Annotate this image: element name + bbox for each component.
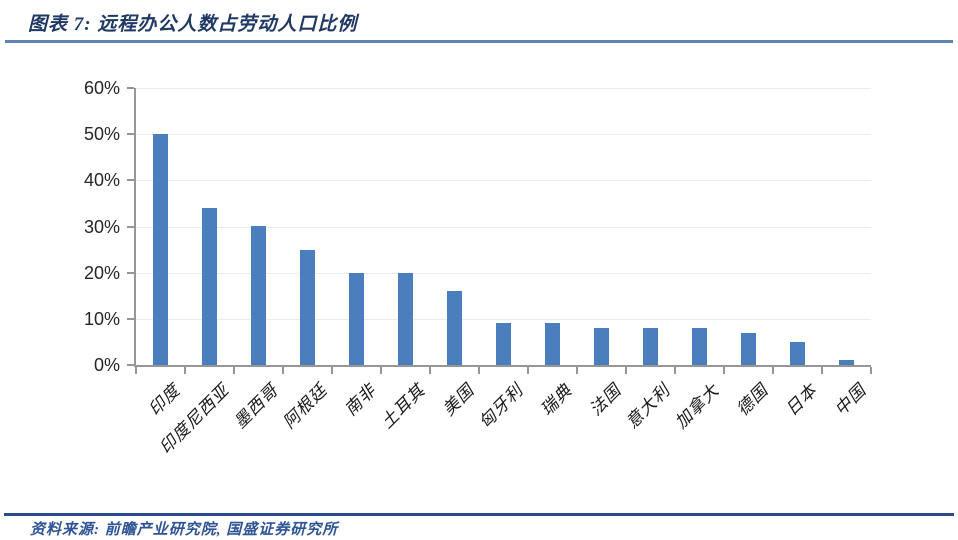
bar-土耳其 bbox=[398, 273, 413, 365]
y-axis-tick bbox=[127, 225, 134, 228]
x-axis-tick bbox=[135, 367, 137, 374]
y-axis-tick bbox=[127, 179, 134, 182]
x-axis-tick bbox=[233, 367, 235, 374]
x-axis-label-德国: 德国 bbox=[732, 380, 772, 420]
y-axis-label: 60% bbox=[83, 78, 120, 98]
bar-加拿大 bbox=[692, 328, 707, 365]
figure-title: 图表 7: 远程办公人数占劳动人口比例 bbox=[28, 14, 358, 35]
x-axis-tick bbox=[723, 367, 725, 374]
bar-中国 bbox=[839, 360, 854, 365]
x-axis-label-中国: 中国 bbox=[830, 380, 870, 420]
gridline-60 bbox=[136, 88, 871, 89]
y-axis-label: 10% bbox=[83, 308, 120, 329]
x-axis-label-意大利: 意大利 bbox=[621, 380, 674, 433]
y-axis-label: 30% bbox=[83, 216, 120, 237]
bar-日本 bbox=[790, 342, 805, 365]
x-axis-label-土耳其: 土耳其 bbox=[376, 380, 429, 433]
x-axis-label-加拿大: 加拿大 bbox=[670, 380, 723, 433]
gridline-50 bbox=[136, 134, 871, 136]
y-axis-tick bbox=[127, 133, 134, 136]
x-axis-label-阿根廷: 阿根廷 bbox=[278, 380, 331, 433]
x-axis-tick bbox=[576, 367, 578, 374]
y-axis-label: 50% bbox=[83, 124, 120, 145]
x-axis-label-日本: 日本 bbox=[781, 380, 821, 420]
x-axis-tick bbox=[478, 367, 480, 374]
x-axis-tick bbox=[380, 367, 382, 374]
gridline-30 bbox=[136, 226, 871, 228]
x-axis-tick bbox=[870, 367, 872, 374]
bar-印度尼西亚 bbox=[202, 208, 217, 365]
source-text: 资料来源: 前瞻产业研究院, 国盛证券研究所 bbox=[30, 522, 339, 538]
x-axis-tick bbox=[184, 367, 186, 374]
footer-divider-line bbox=[4, 513, 954, 516]
y-axis-tick bbox=[127, 87, 134, 89]
x-axis-tick bbox=[331, 367, 333, 374]
bar-德国 bbox=[741, 333, 756, 365]
bar-瑞典 bbox=[545, 323, 560, 365]
bar-美国 bbox=[447, 291, 462, 365]
bar-南非 bbox=[349, 273, 364, 365]
y-axis-label: 20% bbox=[83, 262, 120, 283]
x-axis-tick bbox=[527, 367, 529, 374]
y-axis-tick bbox=[127, 271, 134, 274]
x-axis-tick bbox=[821, 367, 823, 374]
bar-阿根廷 bbox=[300, 250, 315, 365]
bar-印度 bbox=[153, 134, 168, 365]
x-axis-tick bbox=[282, 367, 284, 374]
x-axis-tick bbox=[429, 367, 431, 374]
y-axis-tick bbox=[127, 364, 134, 366]
y-axis-label: 40% bbox=[83, 170, 120, 191]
x-axis-tick bbox=[772, 367, 774, 374]
y-axis-label: 0% bbox=[93, 355, 120, 375]
x-axis-label-匈牙利: 匈牙利 bbox=[474, 380, 527, 433]
x-axis-tick bbox=[625, 367, 627, 374]
x-axis-tick bbox=[674, 367, 676, 374]
bar-墨西哥 bbox=[251, 226, 266, 365]
bar-意大利 bbox=[643, 328, 658, 365]
gridline-40 bbox=[136, 180, 871, 182]
bar-法国 bbox=[594, 328, 609, 365]
title-divider-line bbox=[5, 40, 953, 43]
gridline-20 bbox=[136, 272, 871, 274]
x-axis-label-墨西哥: 墨西哥 bbox=[229, 380, 282, 433]
y-axis-tick bbox=[127, 317, 134, 320]
gridline-10 bbox=[136, 318, 871, 320]
x-axis-label-瑞典: 瑞典 bbox=[536, 380, 576, 420]
plot-area bbox=[127, 87, 872, 374]
bar-匈牙利 bbox=[496, 323, 511, 365]
